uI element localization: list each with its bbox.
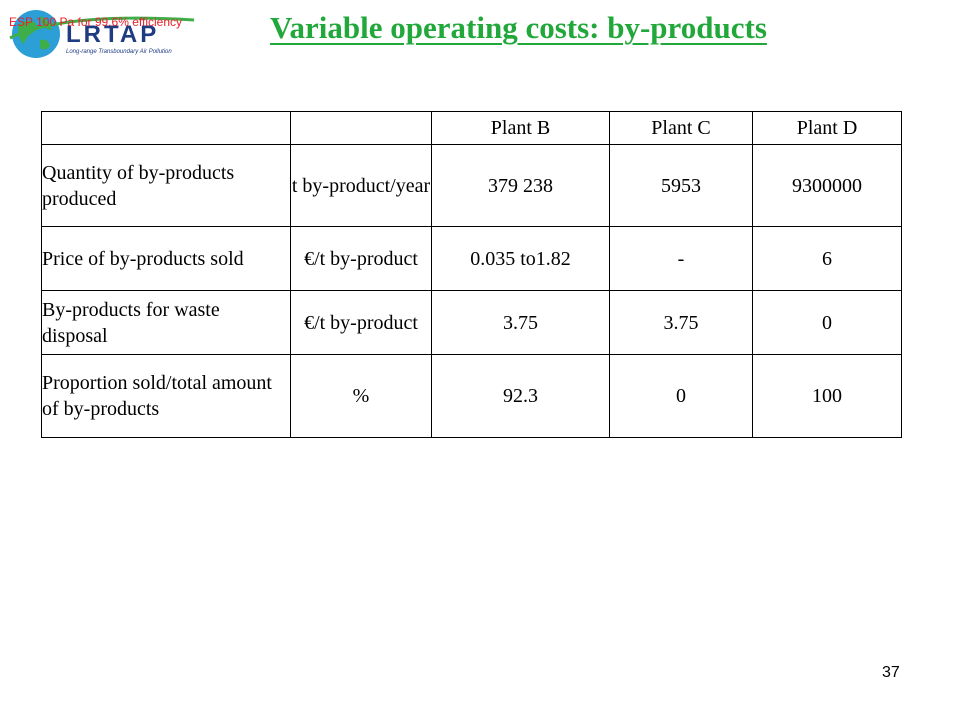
row-unit: t by-product/year	[290, 144, 432, 227]
logo-tagline: Long-range Transboundary Air Pollution	[66, 49, 172, 55]
row-label: By-products for waste disposal	[41, 290, 291, 355]
by-products-table: Plant B Plant C Plant D Quantity of by-p…	[41, 111, 902, 438]
page-number: 37	[882, 664, 900, 681]
column-header-plant-c: Plant C	[609, 111, 753, 145]
table-row: Quantity of by-products produced t by-pr…	[41, 144, 902, 227]
column-header-label	[41, 111, 291, 145]
cell-plant-b: 3.75	[431, 290, 610, 355]
cell-plant-d: 100	[752, 354, 902, 438]
table-header-row: Plant B Plant C Plant D	[41, 111, 902, 145]
row-label: Quantity of by-products produced	[41, 144, 291, 227]
cell-plant-c: -	[609, 226, 753, 291]
globe-logo-icon: LRTAP Long-range Transboundary Air Pollu…	[9, 10, 195, 58]
column-header-unit	[290, 111, 432, 145]
column-header-plant-b: Plant B	[431, 111, 610, 145]
slide-title: Variable operating costs: by-products	[270, 10, 767, 45]
cell-plant-c: 3.75	[609, 290, 753, 355]
cell-plant-b: 379 238	[431, 144, 610, 227]
cell-plant-d: 9300000	[752, 144, 902, 227]
row-unit: €/t by-product	[290, 290, 432, 355]
logo-text: LRTAP	[66, 21, 159, 48]
cell-plant-c: 5953	[609, 144, 753, 227]
row-label: Proportion sold/total amount of by-produ…	[41, 354, 291, 438]
cell-plant-c: 0	[609, 354, 753, 438]
row-unit: €/t by-product	[290, 226, 432, 291]
column-header-plant-d: Plant D	[752, 111, 902, 145]
by-products-table-container: Plant B Plant C Plant D Quantity of by-p…	[41, 111, 902, 438]
table-row: By-products for waste disposal €/t by-pr…	[41, 290, 902, 355]
cell-plant-d: 0	[752, 290, 902, 355]
cell-plant-d: 6	[752, 226, 902, 291]
lrtap-logo: LRTAP Long-range Transboundary Air Pollu…	[4, 4, 200, 66]
cell-plant-b: 92.3	[431, 354, 610, 438]
cell-plant-b: 0.035 to1.82	[431, 226, 610, 291]
table-row: Proportion sold/total amount of by-produ…	[41, 354, 902, 438]
row-unit: %	[290, 354, 432, 438]
header-note: ESP 100 Pa for 99.6% efficiency	[9, 15, 182, 29]
table-row: Price of by-products sold €/t by-product…	[41, 226, 902, 291]
row-label: Price of by-products sold	[41, 226, 291, 291]
